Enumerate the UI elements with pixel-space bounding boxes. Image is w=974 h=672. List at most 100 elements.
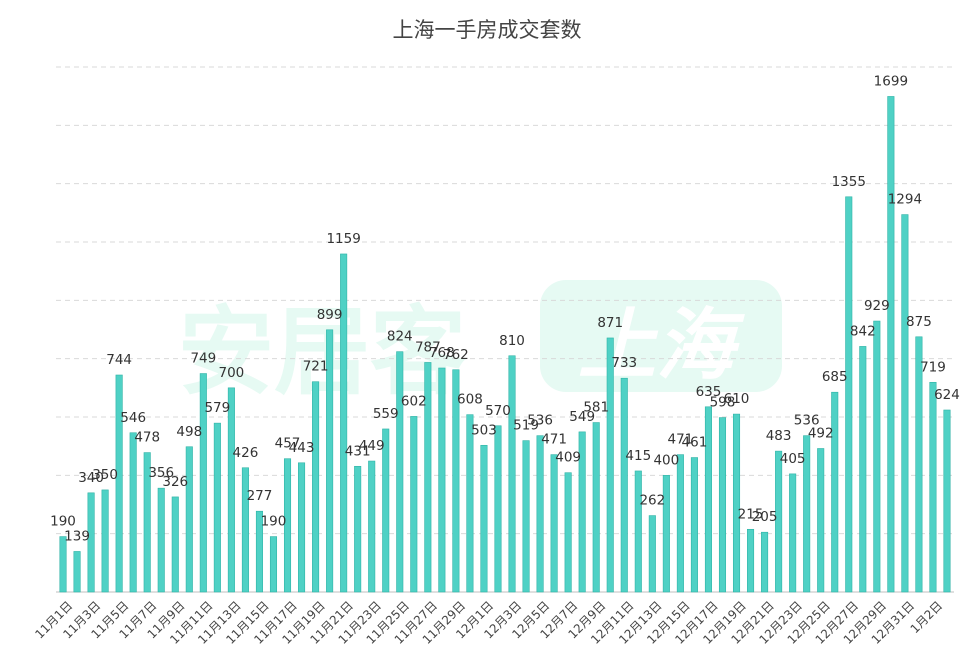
value-label-11月18日: 443: [289, 440, 315, 456]
value-label-11月13日: 700: [219, 365, 245, 381]
bar-12月7日: [564, 472, 572, 593]
bar-11月21日: [340, 253, 348, 593]
bar-12月25日: [817, 448, 825, 593]
value-label-11月29日: 762: [443, 347, 469, 363]
bar-11月16日: [269, 536, 278, 593]
value-label-11月24日: 559: [373, 406, 399, 422]
bar-12月24日: [803, 435, 811, 593]
bar-11月22日: [354, 465, 362, 593]
value-label-12月9日: 581: [583, 400, 609, 416]
value-label-11月16日: 190: [261, 514, 287, 530]
bar-11月4日: [101, 489, 109, 593]
bar-11月7日: [143, 452, 151, 593]
value-label-12月14日: 400: [653, 452, 679, 468]
bar-11月10日: [185, 446, 193, 593]
value-label-12月2日: 570: [485, 403, 511, 419]
value-label-11月9日: 326: [162, 474, 188, 490]
value-label-12月26日: 685: [822, 369, 848, 385]
value-label-12月5日: 536: [527, 413, 553, 429]
x-tick-1月2日: 1月2日: [908, 598, 946, 636]
value-label-12月27日: 1355: [832, 174, 866, 190]
bar-11月19日: [312, 381, 320, 593]
watermark-city-text: 上海: [578, 301, 745, 391]
value-label-11月3日: 340: [78, 470, 104, 486]
value-label-12月17日: 635: [696, 384, 722, 400]
bar-12月15日: [676, 454, 684, 593]
bar-12月16日: [690, 457, 698, 593]
bar-12月1日: [480, 444, 488, 593]
bar-11月3日: [87, 492, 95, 593]
bar-11月29日: [452, 369, 460, 593]
watermark-logo-box: [540, 280, 782, 392]
value-label-12月10日: 871: [597, 315, 623, 331]
value-label-12月23日: 405: [780, 451, 806, 467]
bar-12月30日: [887, 96, 895, 593]
value-label-12月19日: 610: [724, 391, 750, 407]
bar-11月5日: [115, 374, 123, 593]
value-label-11月8日: 356: [148, 465, 174, 481]
value-label-12月4日: 519: [513, 418, 539, 434]
bar-12月23日: [789, 473, 797, 593]
bar-12月21日: [761, 531, 769, 593]
value-label-1月3日: 624: [934, 387, 960, 403]
bar-11月28日: [438, 367, 446, 593]
value-label-12月6日: 471: [541, 432, 567, 448]
bar-12月28日: [859, 346, 867, 593]
bar-12月5日: [536, 435, 544, 593]
bar-11月9日: [171, 496, 179, 593]
value-label-12月21日: 205: [752, 509, 778, 525]
bar-1月3日: [943, 409, 951, 593]
value-label-11月2日: 139: [64, 528, 90, 544]
bar-11月17日: [283, 458, 292, 593]
value-label-11月11日: 749: [190, 351, 216, 367]
bar-12月12日: [634, 470, 642, 593]
value-label-11月15日: 277: [247, 488, 273, 504]
bar-11月12日: [213, 422, 221, 593]
bar-12月19日: [732, 413, 741, 593]
bar-11月20日: [326, 329, 334, 593]
value-label-11月27日: 787: [415, 339, 441, 355]
bar-11月6日: [129, 432, 137, 593]
bar-11月27日: [424, 362, 432, 593]
value-label-11月25日: 824: [387, 329, 413, 345]
bar-12月6日: [550, 454, 558, 593]
bar-12月17日: [704, 406, 712, 593]
value-label-12月22日: 483: [766, 428, 792, 444]
bar-12月4日: [522, 440, 530, 593]
value-label-11月7日: 478: [134, 430, 160, 446]
value-labels: 1901393403507445464783563264987495797004…: [50, 73, 960, 544]
value-label-11月22日: 431: [345, 443, 371, 459]
bar-11月2日: [73, 551, 81, 593]
watermark: 安居客 上海: [178, 280, 782, 408]
bar-11月25日: [396, 351, 404, 593]
bar-12月22日: [775, 450, 783, 593]
value-label-11月17日: 457: [275, 436, 301, 452]
bar-12月11日: [620, 377, 628, 593]
value-label-12月16日: 461: [682, 435, 708, 451]
bars: [59, 96, 951, 593]
value-label-12月1日: 503: [471, 422, 497, 438]
value-label-12月20日: 215: [738, 506, 764, 522]
value-label-11月19日: 721: [303, 359, 329, 375]
value-label-1月2日: 719: [920, 359, 946, 375]
value-label-12月13日: 262: [639, 493, 665, 509]
watermark-brand-text: 安居客: [178, 296, 466, 408]
value-label-12月25日: 492: [808, 426, 834, 442]
value-label-12月3日: 810: [499, 333, 525, 349]
bar-12月18日: [718, 417, 727, 593]
bar-12月10日: [606, 337, 614, 593]
value-label-11月6日: 546: [120, 410, 146, 426]
bar-12月3日: [508, 355, 516, 593]
value-label-11月20日: 899: [317, 307, 343, 323]
bar-1月2日: [929, 381, 937, 593]
bar-11月13日: [227, 387, 235, 593]
value-label-12月31日: 1294: [888, 192, 922, 208]
bar-12月31日: [901, 214, 909, 593]
bar-11月8日: [157, 487, 165, 593]
bar-12月14日: [662, 475, 670, 593]
bar-11月26日: [410, 416, 418, 593]
bar-11月15日: [255, 510, 263, 593]
bar-11月11日: [199, 373, 207, 593]
value-label-11月5日: 744: [106, 352, 132, 368]
